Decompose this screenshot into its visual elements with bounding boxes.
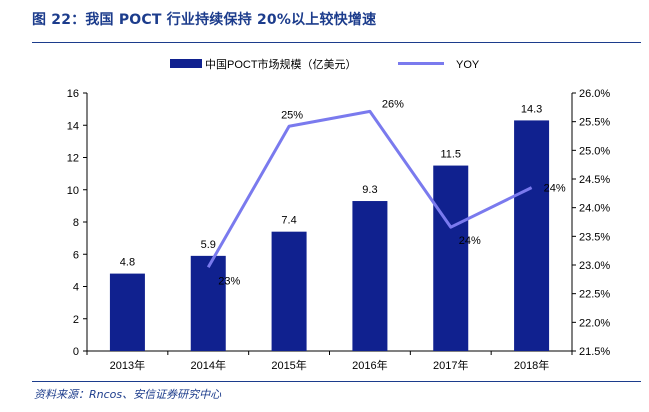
- y-left-tick-label: 4: [73, 282, 79, 294]
- y-right-tick-label: 25.5%: [579, 117, 610, 129]
- chart-title: 图 22：我国 POCT 行业持续保持 20%以上较快增速: [32, 12, 377, 28]
- bar: [433, 165, 469, 351]
- bar: [271, 231, 307, 351]
- y-left-tick-label: 6: [73, 249, 79, 261]
- bars: 4.8 5.9 7.4 9.3 11.5 14.3: [109, 103, 550, 351]
- yoy-series-line: [206, 109, 533, 269]
- y-right-tick-label: 22.5%: [579, 289, 610, 301]
- bar: [514, 120, 550, 351]
- yoy-data-label: 23%: [218, 275, 240, 287]
- yoy-data-label: 25%: [281, 109, 303, 121]
- yoy-data-label: 24%: [459, 235, 481, 247]
- y-left-tick-label: 16: [67, 88, 79, 100]
- y-left-tick-label: 14: [67, 120, 79, 132]
- bar-data-label: 9.3: [362, 184, 377, 196]
- title-divider: [32, 42, 641, 43]
- bar-data-label: 7.4: [281, 215, 296, 227]
- y-right-tick-label: 23.0%: [579, 260, 610, 272]
- y-left-tick-label: 2: [73, 314, 79, 326]
- y-left-tick-label: 12: [67, 153, 79, 165]
- bar: [109, 273, 145, 351]
- x-tick-label: 2016年: [352, 358, 387, 372]
- x-tick-label: 2014年: [191, 358, 226, 372]
- bar-data-label: 11.5: [440, 149, 461, 161]
- x-tick-label: 2017年: [433, 358, 468, 372]
- y-right-tick-label: 21.5%: [579, 346, 610, 358]
- bar: [352, 201, 388, 351]
- bar-data-label: 4.8: [120, 257, 135, 269]
- y-left-tick-label: 8: [73, 217, 79, 229]
- x-tick-label: 2015年: [271, 358, 306, 372]
- source-note: 资料来源：Rncos、安信证券研究中心: [34, 388, 222, 401]
- bar: [190, 255, 226, 351]
- legend: 中国POCT市场规模（亿美元） YOY: [170, 57, 480, 71]
- bar-data-label: 5.9: [201, 239, 216, 251]
- legend-line-label: YOY: [456, 59, 480, 71]
- bar-data-label: 14.3: [521, 103, 542, 115]
- y-right-tick-label: 23.5%: [579, 231, 610, 243]
- y-right-tick-label: 26.0%: [579, 88, 610, 100]
- legend-bar-label: 中国POCT市场规模（亿美元）: [205, 57, 357, 71]
- yoy-line: 23% 25% 26% 24% 24%: [206, 98, 566, 287]
- y-right-tick-label: 24.0%: [579, 203, 610, 215]
- legend-bar-swatch: [170, 59, 202, 68]
- y-right-tick-label: 22.0%: [579, 317, 610, 329]
- y-left-tick-label: 0: [73, 346, 79, 358]
- yoy-data-label: 24%: [544, 183, 566, 195]
- x-tick-label: 2018年: [514, 358, 549, 372]
- yoy-data-label: 26%: [382, 98, 404, 110]
- y-right-tick-label: 24.5%: [579, 174, 610, 186]
- y-left-tick-label: 10: [67, 185, 79, 197]
- y-right-tick-label: 25.0%: [579, 145, 610, 157]
- footer-divider: [32, 381, 641, 382]
- x-tick-label: 2013年: [110, 358, 145, 372]
- axes: 0 2 4 6 8 10 12 14 16 21.5% 22.0% 22.5% 23.0% 23.5% 24…: [67, 88, 611, 372]
